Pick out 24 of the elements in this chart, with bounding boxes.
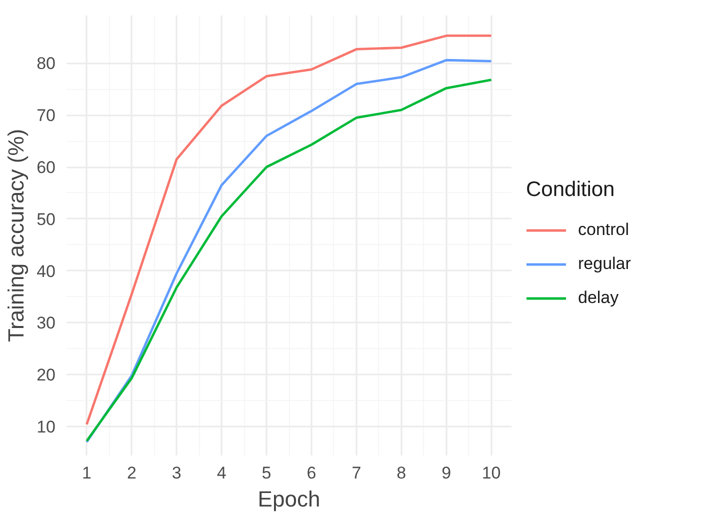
legend-label: regular (578, 254, 631, 274)
y-tick-label: 20 (36, 366, 56, 385)
x-tick-label: 2 (126, 464, 136, 482)
y-tick-label: 10 (36, 417, 56, 436)
y-tick-label: 40 (36, 262, 56, 281)
legend-title: Condition (526, 178, 616, 202)
y-tick-label: 50 (36, 210, 56, 229)
legend-label: delay (578, 288, 619, 308)
y-tick-label: 30 (36, 314, 56, 333)
x-tick-label: 1 (82, 464, 92, 482)
y-tick-label: 80 (36, 54, 56, 74)
x-tick-label: 8 (396, 464, 406, 482)
y-tick-label: 60 (36, 158, 56, 178)
x-tick-label: 3 (172, 464, 182, 482)
y-tick-label: 70 (36, 106, 56, 126)
x-tick-label: 6 (306, 464, 316, 482)
legend-label: control (578, 220, 630, 240)
x-tick-label: 4 (216, 464, 226, 482)
x-tick-label: 7 (352, 464, 362, 482)
x-tick-label: 10 (482, 464, 501, 482)
x-tick-label: 5 (262, 464, 272, 482)
x-axis-title: Epoch (258, 486, 320, 512)
x-tick-label: 9 (442, 464, 452, 482)
y-axis-title: Training accuracy (%) (4, 128, 29, 342)
